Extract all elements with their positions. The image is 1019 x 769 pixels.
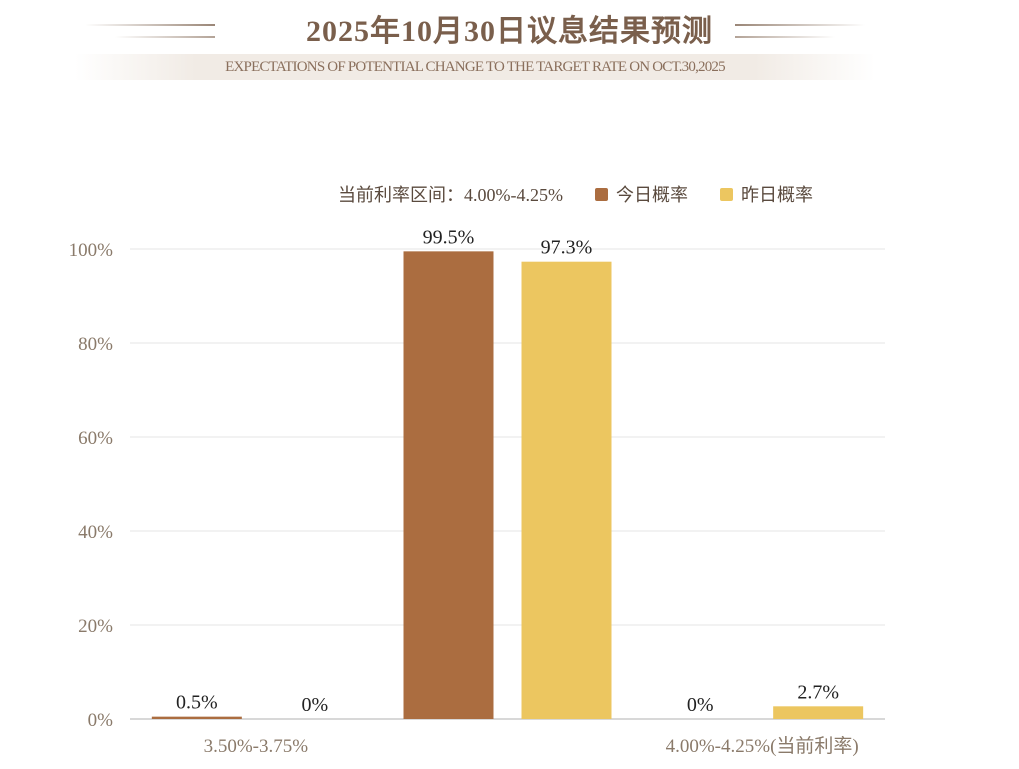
current-rate-label: 当前利率区间：4.00%-4.25% [338,185,563,205]
data-label: 0% [301,694,328,716]
y-tick-label: 0% [88,710,114,731]
y-tick-label: 100% [69,240,114,261]
y-tick-label: 60% [78,428,113,449]
legend-label-yesterday[interactable]: 昨日概率 [740,185,813,205]
data-label: 99.5% [423,226,475,248]
title-decoration-left-2 [115,36,215,38]
y-tick-label: 80% [78,334,113,355]
title-decoration-right [735,24,865,26]
bar-today [151,716,242,719]
data-label: 0.5% [176,692,218,714]
legend-swatch-today [594,187,608,201]
data-label: 97.3% [541,237,593,259]
title-decoration-left [85,24,215,26]
title-decoration-right-2 [735,36,835,38]
y-tick-label: 20% [78,616,113,637]
data-label: 2.7% [797,681,839,703]
chart-subtitle: EXPECTATIONS OF POTENTIAL CHANGE TO THE … [75,54,875,80]
chart-title: 2025年10月30日议息结果预测 [306,15,713,48]
bar-yesterday [773,706,864,719]
bar-yesterday [521,261,612,719]
legend-label-today[interactable]: 今日概率 [615,185,688,205]
data-label: 0% [687,694,714,716]
bar-today [403,251,494,719]
y-tick-label: 40% [78,522,113,543]
legend-swatch-yesterday [719,187,733,201]
legend: 当前利率区间：4.00%-4.25% 今日概率 昨日概率 [338,181,813,207]
x-tick-label: 3.50%-3.75% [204,736,309,757]
x-tick-label: 4.00%-4.25%(当前利率) [666,735,859,757]
